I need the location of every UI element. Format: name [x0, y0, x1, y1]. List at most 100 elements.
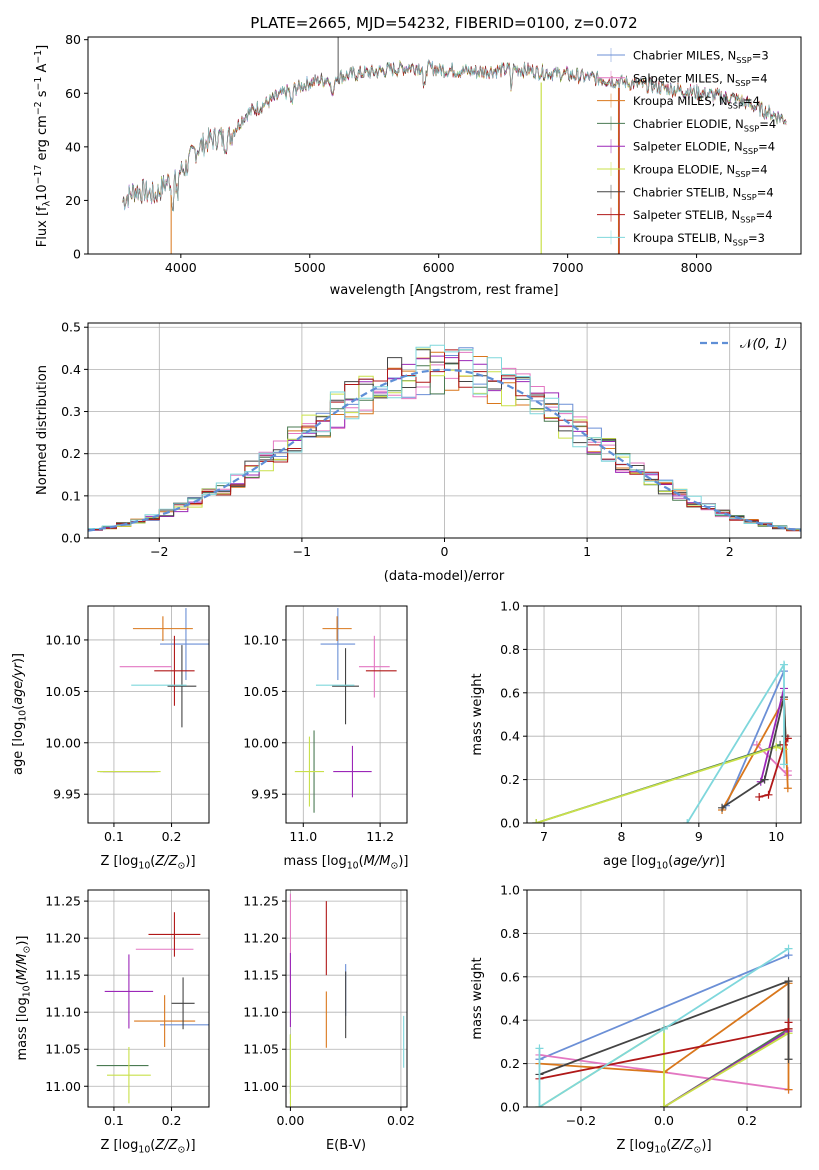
legend-label: Kroupa STELIB, NSSP=3: [633, 231, 765, 248]
legend-label-part: Salpeter STELIB, N: [633, 208, 740, 222]
x-axis-label-part: 10: [138, 861, 150, 872]
weight-marker: [683, 819, 692, 823]
x-tick-label: 8000: [681, 260, 713, 275]
x-tick-label: 11.0: [289, 829, 317, 844]
legend-label-part: (0, 1): [752, 337, 787, 352]
legend-label-part: Kroupa ELODIE, N: [633, 163, 735, 177]
data-marks: [532, 660, 792, 823]
x-axis-label-part: (: [150, 854, 155, 869]
y-tick-label: 11.05: [45, 1042, 81, 1057]
x-axis-label: wavelength [Angstrom, rest frame]: [330, 283, 559, 298]
weight-line: [539, 954, 789, 1061]
x-axis-label-part: (: [668, 854, 673, 869]
weight-marker: [784, 944, 793, 953]
axes-frame: [87, 605, 210, 824]
weight-line: [725, 670, 785, 806]
legend-label-part: 𝒩: [740, 337, 755, 352]
x-tick-label: 0.1: [104, 1113, 124, 1128]
panel-age_vs_mass: 11.0 11.2 9.95 10.00 10.05 10.10 mass [log10(M…: [243, 605, 408, 872]
y-axis-label-part: Flux [f: [35, 206, 50, 247]
y-axis-label-part: A: [35, 64, 50, 77]
legend-label-part: SSP: [735, 169, 750, 179]
panel-residuals: −2 −1 0 1 2 0.0 0.1 0.2 0.3 0.4 0.5 (data-model)/er…: [35, 320, 802, 584]
legend-label: Kroupa MILES, NSSP=4: [633, 94, 760, 111]
x-tick-label: 7: [540, 829, 548, 844]
y-tick-label: 0.8: [500, 642, 520, 657]
y-axis-label-part: λ: [42, 200, 53, 206]
y-axis-label: mass weight: [470, 957, 485, 1039]
legend-label-part: SSP: [735, 78, 750, 88]
x-axis-label: (data-model)/error: [384, 569, 505, 584]
axes-frame: [87, 36, 802, 255]
x-axis-label-part: )]: [185, 854, 195, 869]
y-axis-label-part: age [log: [11, 722, 26, 775]
x-axis-label-part: Z [log: [100, 1138, 138, 1153]
y-axis-label-part: age/yr: [11, 661, 26, 704]
y-tick-label: 11.15: [243, 968, 279, 983]
y-tick-label: 10.00: [243, 735, 279, 750]
axis-frame: 4000 5000 6000 7000 8000 0 20 40 60 80 wavelength …: [33, 32, 802, 298]
axis-frame: 7 8 9 10 0.0 0.2 0.4 0.6 0.8 1.0 mass weight age [l…: [470, 599, 802, 872]
weight-marker: [660, 1024, 668, 1033]
y-tick-label: 60: [65, 86, 81, 101]
weight-marker: [532, 819, 541, 823]
x-tick-label: 2: [726, 544, 734, 559]
weight-marker: [760, 775, 769, 784]
legend-label-part: SSP: [741, 192, 756, 202]
weight-marker: [783, 784, 792, 793]
x-axis-label-part: )]: [715, 854, 725, 869]
axes-frame: [285, 889, 408, 1108]
x-tick-label: 8: [617, 829, 625, 844]
y-tick-label: 0.4: [500, 1013, 520, 1028]
data-marks: [535, 944, 793, 1107]
x-tick-label: 0.02: [387, 1113, 415, 1128]
x-axis-label-part: Z [log: [616, 1138, 654, 1153]
legend-label-part: =4: [743, 94, 760, 108]
panel-spectrum: 4000 5000 6000 7000 8000 0 20 40 60 80 wavelength …: [33, 32, 802, 298]
x-axis-label-part: )]: [398, 854, 408, 869]
y-axis-label: mass weight: [470, 673, 485, 755]
x-axis-label-part: (: [150, 1138, 155, 1153]
x-axis-label-part: Z/Z: [670, 1138, 694, 1153]
y-tick-label: 0.1: [61, 488, 81, 503]
weight-marker: [764, 790, 773, 799]
x-tick-label: 0.00: [276, 1113, 304, 1128]
y-axis-label-part: 10: [35, 184, 50, 201]
x-tick-label: 1: [583, 544, 591, 559]
legend-label: Chabrier STELIB, NSSP=4: [633, 185, 774, 202]
weight-marker: [772, 743, 781, 752]
x-tick-label: 5000: [294, 260, 326, 275]
weight-marker: [718, 803, 727, 812]
axis-frame: 0.1 0.2 11.00 11.05 11.10 11.15 11.20 11.25 mass…: [15, 889, 210, 1156]
x-axis-label-part: ⊙: [178, 861, 186, 872]
x-tick-label: 0.2: [162, 1113, 182, 1128]
x-axis-label-part: Z/Z: [154, 1138, 178, 1153]
weight-marker: [783, 734, 792, 743]
x-axis-label-part: M/M: [364, 854, 391, 869]
legend-label-part: =4: [751, 163, 768, 177]
weight-marker: [784, 1018, 793, 1027]
y-tick-label: 11.00: [45, 1079, 81, 1094]
panels-layer: 4000 5000 6000 7000 8000020406080wavelength …: [11, 32, 802, 1156]
y-tick-label: 10.10: [243, 632, 279, 647]
y-axis-label-part: −1: [33, 77, 44, 91]
y-axis-label-part: erg cm: [35, 115, 50, 164]
legend-label-part: SSP: [744, 123, 759, 133]
y-tick-label: 9.95: [53, 787, 81, 802]
y-tick-label: 0.2: [500, 1056, 520, 1071]
data-marks: [88, 606, 209, 823]
y-axis-label-part: )]: [15, 936, 30, 946]
x-axis-label-part: 10: [138, 1145, 150, 1156]
axes-frame: [526, 605, 802, 824]
histogram-step: [88, 349, 801, 533]
x-axis-label: Z [log10(Z/Z⊙)]: [100, 854, 195, 872]
x-tick-label: −2: [150, 544, 168, 559]
weight-line: [759, 688, 785, 783]
legend-label: Kroupa ELODIE, NSSP=4: [633, 163, 768, 180]
normal-curve: [88, 368, 801, 532]
weight-marker: [779, 760, 788, 769]
axis-frame: 0.00 0.02 11.00 11.05 11.10 11.15 11.20 11.25 E(…: [243, 889, 415, 1153]
legend-label-part: Kroupa MILES, N: [633, 94, 728, 108]
y-axis-label-part: M/M: [15, 954, 30, 981]
